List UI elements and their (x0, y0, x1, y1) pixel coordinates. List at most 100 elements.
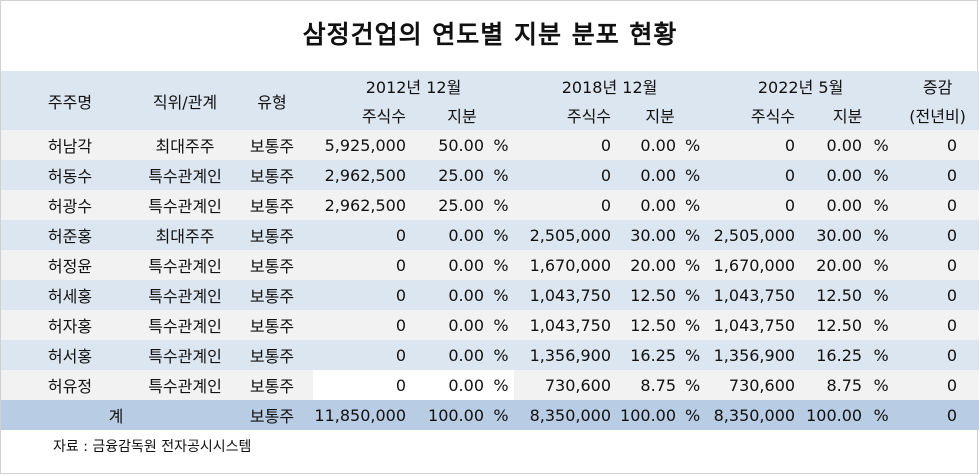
cell-percent-sign: % (488, 310, 515, 340)
table-row: 허준홍 최대주주 보통주 0 0.00% 2,505,000 30.00% 2,505,000… (1, 220, 980, 250)
cell-stake-2018: 16.25 (615, 340, 681, 370)
total-shares-2018: 8,350,000 (514, 400, 616, 430)
col-header-2012: 2012년 12월 (313, 71, 515, 100)
cell-change: 0 (896, 280, 980, 310)
cell-percent-sign: % (866, 160, 897, 190)
cell-stake-2022: 12.50 (799, 280, 867, 310)
cell-percent-sign: % (488, 370, 515, 400)
col-header-shares-2012: 주식수 (313, 100, 410, 130)
cell-change: 0 (896, 310, 980, 340)
total-type: 보통주 (231, 400, 313, 430)
cell-stake-2012: 0.00 (410, 340, 488, 370)
cell-change: 0 (896, 190, 980, 220)
cell-percent-sign: % (680, 400, 706, 430)
cell-stake-2012: 0.00 (410, 370, 488, 400)
col-header-2018: 2018년 12월 (514, 71, 706, 100)
table-row: 허유정 특수관계인 보통주 0 0.00% 730,600 8.75% 730,600 8.75… (1, 370, 980, 400)
cell-shares-2022: 0 (705, 160, 800, 190)
cell-stake-2012: 25.00 (410, 160, 488, 190)
col-header-position: 직위/관계 (139, 71, 231, 130)
cell-shares-2022: 730,600 (705, 370, 800, 400)
cell-position: 특수관계인 (139, 250, 231, 280)
cell-stake-2022: 16.25 (799, 340, 867, 370)
cell-shares-2018: 2,505,000 (514, 220, 616, 250)
total-stake-2012: 100.00 (410, 400, 488, 430)
shareholding-table: 주주명 직위/관계 유형 2012년 12월 2018년 12월 2022년 5… (1, 71, 980, 430)
cell-name: 허자홍 (1, 310, 139, 340)
cell-stake-2022: 0.00 (799, 130, 867, 160)
cell-stake-2022: 30.00 (799, 220, 867, 250)
cell-name: 허준홍 (1, 220, 139, 250)
cell-type: 보통주 (231, 310, 313, 340)
cell-percent-sign: % (488, 190, 515, 220)
cell-position: 최대주주 (139, 220, 231, 250)
cell-percent-sign: % (680, 190, 706, 220)
cell-shares-2022: 0 (705, 130, 800, 160)
cell-type: 보통주 (231, 130, 313, 160)
cell-type: 보통주 (231, 160, 313, 190)
total-shares-2012: 11,850,000 (313, 400, 410, 430)
col-header-change-sub: (전년비) (896, 100, 980, 130)
cell-percent-sign: % (866, 220, 897, 250)
cell-stake-2022: 8.75 (799, 370, 867, 400)
cell-name: 허서홍 (1, 340, 139, 370)
cell-stake-2018: 20.00 (615, 250, 681, 280)
col-header-shares-2022: 주식수 (705, 100, 800, 130)
cell-type: 보통주 (231, 370, 313, 400)
cell-stake-2022: 0.00 (799, 160, 867, 190)
cell-percent-sign: % (866, 370, 897, 400)
cell-type: 보통주 (231, 220, 313, 250)
cell-type: 보통주 (231, 190, 313, 220)
col-header-2022: 2022년 5월 (705, 71, 897, 100)
cell-stake-2018: 0.00 (615, 190, 681, 220)
cell-position: 특수관계인 (139, 160, 231, 190)
cell-change: 0 (896, 340, 980, 370)
cell-shares-2018: 730,600 (514, 370, 616, 400)
cell-percent-sign: % (680, 250, 706, 280)
total-change: 0 (896, 400, 980, 430)
cell-percent-sign: % (680, 280, 706, 310)
cell-percent-sign: % (488, 400, 515, 430)
cell-position: 최대주주 (139, 130, 231, 160)
table-row: 허동수 특수관계인 보통주 2,962,500 25.00% 0 0.00% 0 0.00% 0 (1, 160, 980, 190)
cell-shares-2018: 0 (514, 160, 616, 190)
cell-stake-2012: 50.00 (410, 130, 488, 160)
cell-stake-2018: 12.50 (615, 310, 681, 340)
cell-change: 0 (896, 130, 980, 160)
cell-percent-sign: % (680, 160, 706, 190)
cell-percent-sign: % (680, 130, 706, 160)
cell-change: 0 (896, 370, 980, 400)
cell-type: 보통주 (231, 340, 313, 370)
col-header-shares-2018: 주식수 (514, 100, 616, 130)
total-shares-2022: 8,350,000 (705, 400, 800, 430)
cell-position: 특수관계인 (139, 280, 231, 310)
cell-percent-sign: % (488, 280, 515, 310)
cell-shares-2012: 0 (313, 310, 410, 340)
total-stake-2022: 100.00 (799, 400, 867, 430)
cell-shares-2022: 1,043,750 (705, 310, 800, 340)
cell-percent-sign: % (866, 280, 897, 310)
total-stake-2018: 100.00 (615, 400, 681, 430)
cell-name: 허남각 (1, 130, 139, 160)
cell-shares-2018: 1,670,000 (514, 250, 616, 280)
cell-change: 0 (896, 250, 980, 280)
table-row: 허광수 특수관계인 보통주 2,962,500 25.00% 0 0.00% 0 0.00% 0 (1, 190, 980, 220)
cell-percent-sign: % (680, 310, 706, 340)
table-row: 허남각 최대주주 보통주 5,925,000 50.00% 0 0.00% 0 0.00% 0 (1, 130, 980, 160)
col-header-stake-2022: 지분 (799, 100, 897, 130)
cell-shares-2018: 1,356,900 (514, 340, 616, 370)
cell-percent-sign: % (680, 370, 706, 400)
cell-name: 허정윤 (1, 250, 139, 280)
cell-type: 보통주 (231, 250, 313, 280)
cell-shares-2022: 2,505,000 (705, 220, 800, 250)
cell-shares-2012: 0 (313, 220, 410, 250)
page-title: 삼정건업의 연도별 지분 분포 현황 (302, 20, 678, 49)
cell-shares-2018: 1,043,750 (514, 280, 616, 310)
cell-shares-2018: 0 (514, 130, 616, 160)
col-header-change: 증감 (896, 71, 980, 100)
cell-position: 특수관계인 (139, 340, 231, 370)
cell-stake-2018: 0.00 (615, 130, 681, 160)
cell-change: 0 (896, 160, 980, 190)
cell-shares-2012: 5,925,000 (313, 130, 410, 160)
header-row-2: 주식수 지분 주식수 지분 주식수 지분 (전년비) (1, 100, 980, 130)
